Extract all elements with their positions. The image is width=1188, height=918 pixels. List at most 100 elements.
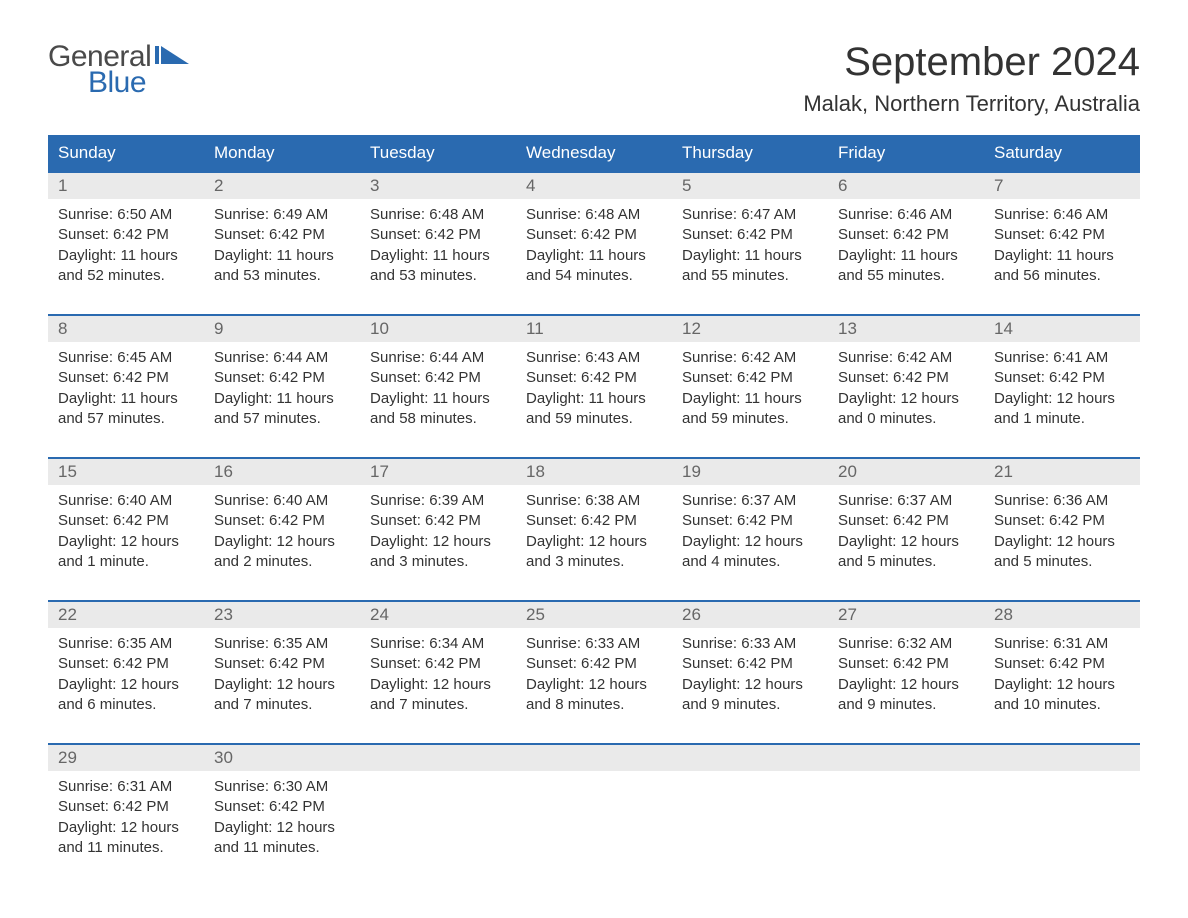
sunset-text: Sunset: 6:42 PM (682, 368, 818, 388)
day-cell: 15Sunrise: 6:40 AMSunset: 6:42 PMDayligh… (48, 459, 204, 578)
weekday-saturday: Saturday (984, 135, 1140, 171)
day-cell (672, 745, 828, 864)
day-number: 23 (204, 602, 360, 628)
day-number (828, 745, 984, 771)
day-cell: 29Sunrise: 6:31 AMSunset: 6:42 PMDayligh… (48, 745, 204, 864)
day-details: Sunrise: 6:48 AMSunset: 6:42 PMDaylight:… (360, 199, 516, 292)
daylight-text: Daylight: 11 hours and 54 minutes. (526, 246, 662, 287)
day-cell (828, 745, 984, 864)
daylight-text: Daylight: 12 hours and 5 minutes. (838, 532, 974, 573)
sunrise-text: Sunrise: 6:32 AM (838, 634, 974, 654)
day-details: Sunrise: 6:37 AMSunset: 6:42 PMDaylight:… (828, 485, 984, 578)
sunset-text: Sunset: 6:42 PM (214, 511, 350, 531)
day-cell: 16Sunrise: 6:40 AMSunset: 6:42 PMDayligh… (204, 459, 360, 578)
sunset-text: Sunset: 6:42 PM (526, 511, 662, 531)
day-cell: 3Sunrise: 6:48 AMSunset: 6:42 PMDaylight… (360, 173, 516, 292)
day-details (516, 771, 672, 851)
day-number: 30 (204, 745, 360, 771)
daylight-text: Daylight: 12 hours and 7 minutes. (214, 675, 350, 716)
day-details: Sunrise: 6:30 AMSunset: 6:42 PMDaylight:… (204, 771, 360, 864)
sunset-text: Sunset: 6:42 PM (58, 225, 194, 245)
day-details: Sunrise: 6:40 AMSunset: 6:42 PMDaylight:… (48, 485, 204, 578)
day-number: 28 (984, 602, 1140, 628)
daylight-text: Daylight: 11 hours and 53 minutes. (370, 246, 506, 287)
day-number: 7 (984, 173, 1140, 199)
day-number: 10 (360, 316, 516, 342)
sunset-text: Sunset: 6:42 PM (58, 511, 194, 531)
sunrise-text: Sunrise: 6:44 AM (370, 348, 506, 368)
daylight-text: Daylight: 11 hours and 52 minutes. (58, 246, 194, 287)
day-details: Sunrise: 6:45 AMSunset: 6:42 PMDaylight:… (48, 342, 204, 435)
day-number: 12 (672, 316, 828, 342)
daylight-text: Daylight: 11 hours and 59 minutes. (682, 389, 818, 430)
day-details: Sunrise: 6:39 AMSunset: 6:42 PMDaylight:… (360, 485, 516, 578)
sunrise-text: Sunrise: 6:31 AM (994, 634, 1130, 654)
day-details: Sunrise: 6:36 AMSunset: 6:42 PMDaylight:… (984, 485, 1140, 578)
sunset-text: Sunset: 6:42 PM (526, 225, 662, 245)
sunrise-text: Sunrise: 6:40 AM (214, 491, 350, 511)
sunrise-text: Sunrise: 6:39 AM (370, 491, 506, 511)
day-details (360, 771, 516, 851)
day-cell: 28Sunrise: 6:31 AMSunset: 6:42 PMDayligh… (984, 602, 1140, 721)
day-number: 17 (360, 459, 516, 485)
day-cell (984, 745, 1140, 864)
day-details: Sunrise: 6:48 AMSunset: 6:42 PMDaylight:… (516, 199, 672, 292)
sunset-text: Sunset: 6:42 PM (58, 797, 194, 817)
day-details: Sunrise: 6:32 AMSunset: 6:42 PMDaylight:… (828, 628, 984, 721)
daylight-text: Daylight: 11 hours and 55 minutes. (682, 246, 818, 287)
day-number: 1 (48, 173, 204, 199)
sunset-text: Sunset: 6:42 PM (526, 368, 662, 388)
sunrise-text: Sunrise: 6:42 AM (838, 348, 974, 368)
day-number: 19 (672, 459, 828, 485)
sunset-text: Sunset: 6:42 PM (682, 225, 818, 245)
day-number: 27 (828, 602, 984, 628)
day-cell: 18Sunrise: 6:38 AMSunset: 6:42 PMDayligh… (516, 459, 672, 578)
sunrise-text: Sunrise: 6:44 AM (214, 348, 350, 368)
day-number: 26 (672, 602, 828, 628)
day-number: 16 (204, 459, 360, 485)
weekday-header: Sunday Monday Tuesday Wednesday Thursday… (48, 135, 1140, 171)
day-cell: 2Sunrise: 6:49 AMSunset: 6:42 PMDaylight… (204, 173, 360, 292)
sunset-text: Sunset: 6:42 PM (214, 225, 350, 245)
day-cell: 8Sunrise: 6:45 AMSunset: 6:42 PMDaylight… (48, 316, 204, 435)
sunset-text: Sunset: 6:42 PM (214, 368, 350, 388)
daylight-text: Daylight: 12 hours and 1 minute. (994, 389, 1130, 430)
day-cell: 13Sunrise: 6:42 AMSunset: 6:42 PMDayligh… (828, 316, 984, 435)
day-cell: 1 Sunrise: 6:50 AMSunset: 6:42 PMDaylight… (48, 173, 204, 292)
day-details: Sunrise: 6:44 AMSunset: 6:42 PMDaylight:… (204, 342, 360, 435)
week-row: 8Sunrise: 6:45 AMSunset: 6:42 PMDaylight… (48, 314, 1140, 435)
day-details (828, 771, 984, 851)
week-row: 22Sunrise: 6:35 AMSunset: 6:42 PMDayligh… (48, 600, 1140, 721)
daylight-text: Daylight: 12 hours and 0 minutes. (838, 389, 974, 430)
day-cell: 12Sunrise: 6:42 AMSunset: 6:42 PMDayligh… (672, 316, 828, 435)
day-details: Sunrise: 6:42 AMSunset: 6:42 PMDaylight:… (672, 342, 828, 435)
sunrise-text: Sunrise: 6:47 AM (682, 205, 818, 225)
day-cell: 4Sunrise: 6:48 AMSunset: 6:42 PMDaylight… (516, 173, 672, 292)
daylight-text: Daylight: 11 hours and 59 minutes. (526, 389, 662, 430)
day-number: 18 (516, 459, 672, 485)
day-details: Sunrise: 6:33 AMSunset: 6:42 PMDaylight:… (516, 628, 672, 721)
daylight-text: Daylight: 11 hours and 57 minutes. (58, 389, 194, 430)
day-details: Sunrise: 6:35 AMSunset: 6:42 PMDaylight:… (204, 628, 360, 721)
day-cell: 25Sunrise: 6:33 AMSunset: 6:42 PMDayligh… (516, 602, 672, 721)
sunset-text: Sunset: 6:42 PM (838, 654, 974, 674)
day-cell: 19Sunrise: 6:37 AMSunset: 6:42 PMDayligh… (672, 459, 828, 578)
sunrise-text: Sunrise: 6:34 AM (370, 634, 506, 654)
day-number (672, 745, 828, 771)
day-cell: 27Sunrise: 6:32 AMSunset: 6:42 PMDayligh… (828, 602, 984, 721)
daylight-text: Daylight: 12 hours and 11 minutes. (214, 818, 350, 859)
weekday-monday: Monday (204, 135, 360, 171)
logo: General Blue (48, 40, 191, 100)
sunset-text: Sunset: 6:42 PM (370, 225, 506, 245)
sunrise-text: Sunrise: 6:37 AM (682, 491, 818, 511)
sunset-text: Sunset: 6:42 PM (682, 511, 818, 531)
sunrise-text: Sunrise: 6:43 AM (526, 348, 662, 368)
sunset-text: Sunset: 6:42 PM (214, 654, 350, 674)
daylight-text: Daylight: 11 hours and 56 minutes. (994, 246, 1130, 287)
day-number: 6 (828, 173, 984, 199)
sunrise-text: Sunrise: 6:50 AM (58, 205, 194, 225)
sunset-text: Sunset: 6:42 PM (682, 654, 818, 674)
weekday-wednesday: Wednesday (516, 135, 672, 171)
sunrise-text: Sunrise: 6:46 AM (838, 205, 974, 225)
daylight-text: Daylight: 11 hours and 58 minutes. (370, 389, 506, 430)
